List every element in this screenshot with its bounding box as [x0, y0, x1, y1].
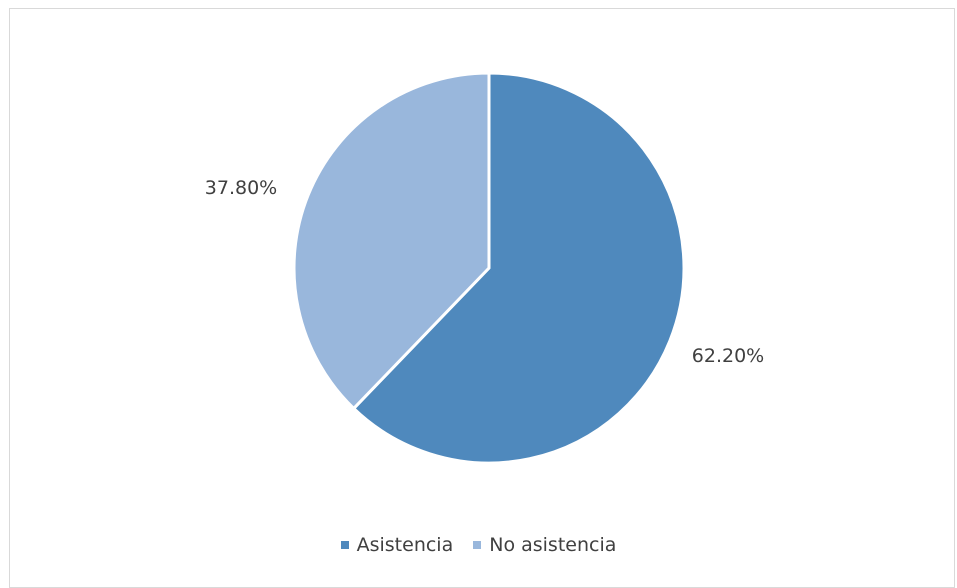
- legend: Asistencia No asistencia: [0, 534, 957, 556]
- data-label-asistencia: 62.20%: [691, 345, 765, 367]
- legend-swatch-asistencia: [340, 541, 349, 549]
- legend-label-no-asistencia: No asistencia: [489, 534, 617, 556]
- data-label-no-asistencia: 37.80%: [204, 177, 278, 199]
- legend-swatch-no-asistencia: [473, 541, 482, 549]
- pie-slice-asistencia: [352, 71, 686, 465]
- legend-item-asistencia: Asistencia: [340, 534, 454, 556]
- legend-label-asistencia: Asistencia: [356, 534, 454, 556]
- legend-item-no-asistencia: No asistencia: [473, 534, 616, 556]
- pie-slice-no-asistencia: [292, 71, 491, 410]
